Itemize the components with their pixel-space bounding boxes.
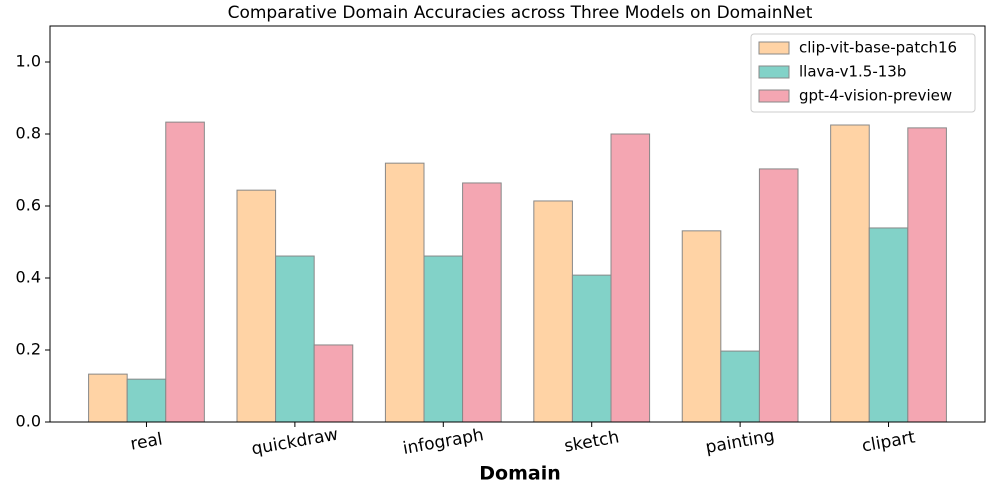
bar [384, 162, 425, 423]
bar [533, 200, 573, 423]
x-axis-label: Domain [479, 463, 560, 485]
y-tick-label: 0.4 [16, 268, 41, 287]
bar [313, 344, 354, 423]
bar [275, 255, 315, 423]
bar [681, 230, 722, 423]
legend-swatch [758, 89, 790, 103]
x-tick-label: painting [704, 426, 776, 458]
legend-swatch [758, 41, 790, 55]
bar [907, 127, 947, 423]
bar [88, 373, 128, 423]
chart-title: Comparative Domain Accuracies across Thr… [228, 3, 813, 23]
x-tick-label: clipart [860, 427, 917, 456]
legend-box [750, 33, 976, 113]
y-tick-label: 0.2 [16, 340, 41, 359]
bar [758, 168, 799, 423]
bar [610, 133, 651, 423]
y-tick-label: 0.8 [16, 124, 41, 143]
y-tick-label: 1.0 [16, 52, 41, 71]
bar [423, 255, 464, 423]
bar [165, 121, 205, 423]
bar [830, 124, 870, 423]
x-tick-label: real [129, 429, 164, 454]
bar [571, 274, 612, 423]
x-tick-label: infograph [401, 425, 485, 459]
x-tick-label: sketch [563, 427, 621, 456]
bar [720, 350, 760, 423]
y-tick-label: 0.0 [16, 412, 41, 431]
x-tick-label: quickdraw [250, 425, 340, 460]
legend-label: clip-vit-base-patch16 [799, 39, 957, 57]
legend-swatch [758, 65, 790, 79]
plot-frame [49, 25, 986, 423]
legend-label: gpt-4-vision-preview [799, 87, 952, 105]
y-tick-label: 0.6 [16, 196, 41, 215]
bar [236, 189, 277, 423]
legend-label: llava-v1.5-13b [799, 63, 906, 81]
bar [868, 227, 909, 423]
bar [462, 182, 502, 423]
bar [126, 378, 167, 423]
